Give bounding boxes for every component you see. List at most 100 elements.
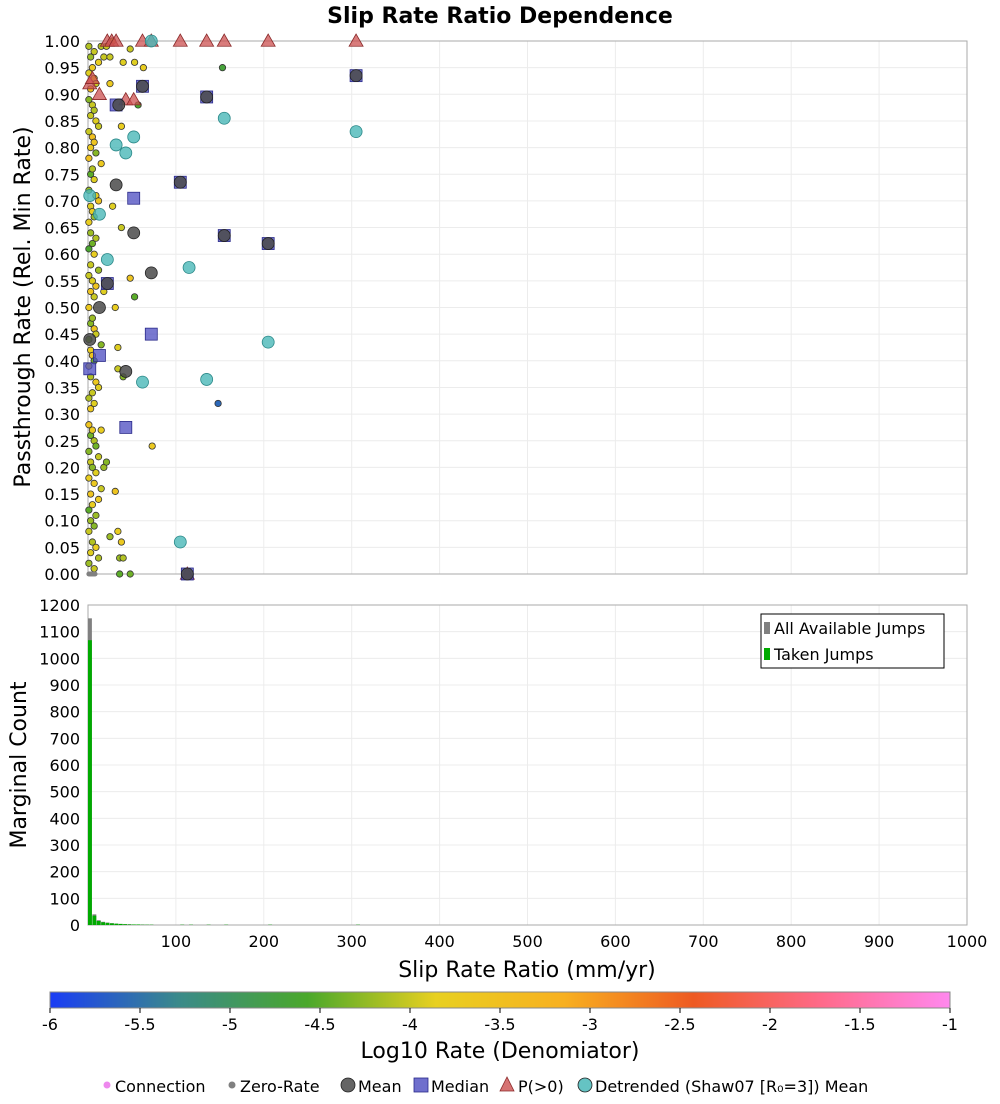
- legend-label: Median: [431, 1077, 489, 1096]
- detrended-mean-point: [145, 35, 157, 47]
- connection-point: [89, 390, 95, 396]
- bottom-y-tick-label: 900: [49, 676, 80, 695]
- mean-point: [262, 238, 274, 250]
- colorbar-tick-label: -3.5: [484, 1015, 515, 1034]
- connection-point: [107, 533, 113, 539]
- top-y-tick-label: 1.00: [44, 32, 80, 51]
- zero-rate-point: [93, 572, 98, 577]
- connection-point: [89, 427, 95, 433]
- chart-title: Slip Rate Ratio Dependence: [327, 4, 673, 29]
- connection-point: [91, 48, 97, 54]
- top-y-tick-label: 0.80: [44, 139, 80, 158]
- connection-point: [116, 571, 122, 577]
- mean-point: [145, 267, 157, 279]
- detrended-mean-point: [128, 131, 140, 143]
- histogram-legend: All Available Jumps Taken Jumps: [761, 614, 944, 668]
- colorbar-tick-label: -1: [942, 1015, 958, 1034]
- connection-point: [93, 470, 99, 476]
- connection-point: [87, 549, 93, 555]
- legend-label-all-jumps: All Available Jumps: [774, 619, 925, 638]
- legend-label: Mean: [358, 1077, 402, 1096]
- connection-point: [95, 496, 101, 502]
- top-y-tick-label: 0.85: [44, 112, 80, 131]
- detrended-mean-point: [350, 126, 362, 138]
- median-point: [84, 363, 96, 375]
- bar-taken-jumps: [123, 924, 127, 925]
- top-y-tick-label: 0.75: [44, 165, 80, 184]
- connection-point: [91, 400, 97, 406]
- bar-taken-jumps: [114, 924, 118, 925]
- connection-point: [87, 262, 93, 268]
- top-y-tick-label: 0.10: [44, 512, 80, 531]
- colorbar-tick-label: -1.5: [844, 1015, 875, 1034]
- detrended-mean-point: [120, 147, 132, 159]
- p-gt0-point: [261, 34, 275, 46]
- colorbar-tick-label: -4: [402, 1015, 418, 1034]
- connection-point: [115, 344, 121, 350]
- connection-point: [120, 59, 126, 65]
- p-gt0-point: [349, 34, 363, 46]
- colorbar: [50, 992, 950, 1008]
- detrended-mean-point: [218, 112, 230, 124]
- x-tick-label: 600: [600, 932, 631, 951]
- mean-point: [136, 80, 148, 92]
- connection-point: [95, 59, 101, 65]
- connection-point: [118, 224, 124, 230]
- connection-point: [91, 294, 97, 300]
- mean-point: [113, 99, 125, 111]
- connection-point: [87, 491, 93, 497]
- connection-point: [131, 294, 137, 300]
- median-point: [120, 421, 132, 433]
- connection-point: [127, 275, 133, 281]
- bottom-y-tick-label: 500: [49, 783, 80, 802]
- x-tick-label: 900: [864, 932, 895, 951]
- connection-point: [215, 400, 221, 406]
- bottom-y-tick-label: 700: [49, 729, 80, 748]
- connection-point: [120, 555, 126, 561]
- bottom-y-tick-label: 1200: [39, 596, 80, 615]
- mean-point: [110, 179, 122, 191]
- connection-point: [127, 571, 133, 577]
- detrended-mean-point: [84, 190, 96, 202]
- bar-taken-jumps: [128, 924, 132, 925]
- colorbar-tick-label: -2.5: [664, 1015, 695, 1034]
- mean-point: [120, 365, 132, 377]
- legend-symbol: [414, 1078, 428, 1092]
- top-y-tick-label: 0.95: [44, 59, 80, 78]
- colorbar-tick-label: -3: [582, 1015, 598, 1034]
- connection-point: [98, 427, 104, 433]
- connection-point: [93, 283, 99, 289]
- bar-taken-jumps: [92, 916, 96, 925]
- legend-swatch-all-jumps: [764, 622, 770, 634]
- top-y-tick-label: 0.35: [44, 378, 80, 397]
- colorbar-label: Log10 Rate (Denomiator): [361, 1039, 640, 1064]
- connection-point: [89, 315, 95, 321]
- top-y-tick-label: 0.40: [44, 352, 80, 371]
- connection-point: [118, 539, 124, 545]
- bar-taken-jumps: [110, 923, 114, 925]
- connection-point: [149, 443, 155, 449]
- x-axis-label: Slip Rate Ratio (mm/yr): [398, 958, 656, 983]
- connection-point: [91, 565, 97, 571]
- x-tick-label: 1000: [947, 932, 988, 951]
- connection-point: [86, 528, 92, 534]
- connection-point: [91, 523, 97, 529]
- top-y-tick-label: 0.55: [44, 272, 80, 291]
- legend-swatch-taken-jumps: [764, 648, 770, 660]
- detrended-mean-point: [93, 208, 105, 220]
- connection-point: [93, 512, 99, 518]
- detrended-mean-point: [101, 254, 113, 266]
- connection-point: [109, 203, 115, 209]
- legend-symbol: [578, 1078, 592, 1092]
- detrended-mean-point: [174, 536, 186, 548]
- connection-point: [107, 54, 113, 60]
- bottom-y-tick-label: 300: [49, 836, 80, 855]
- mean-point: [101, 278, 113, 290]
- legend-label: Detrended (Shaw07 [R₀=3]) Mean: [595, 1077, 868, 1096]
- legend-label: P(>0): [518, 1077, 564, 1096]
- connection-point: [115, 528, 121, 534]
- top-y-tick-label: 0.25: [44, 432, 80, 451]
- detrended-mean-point: [201, 373, 213, 385]
